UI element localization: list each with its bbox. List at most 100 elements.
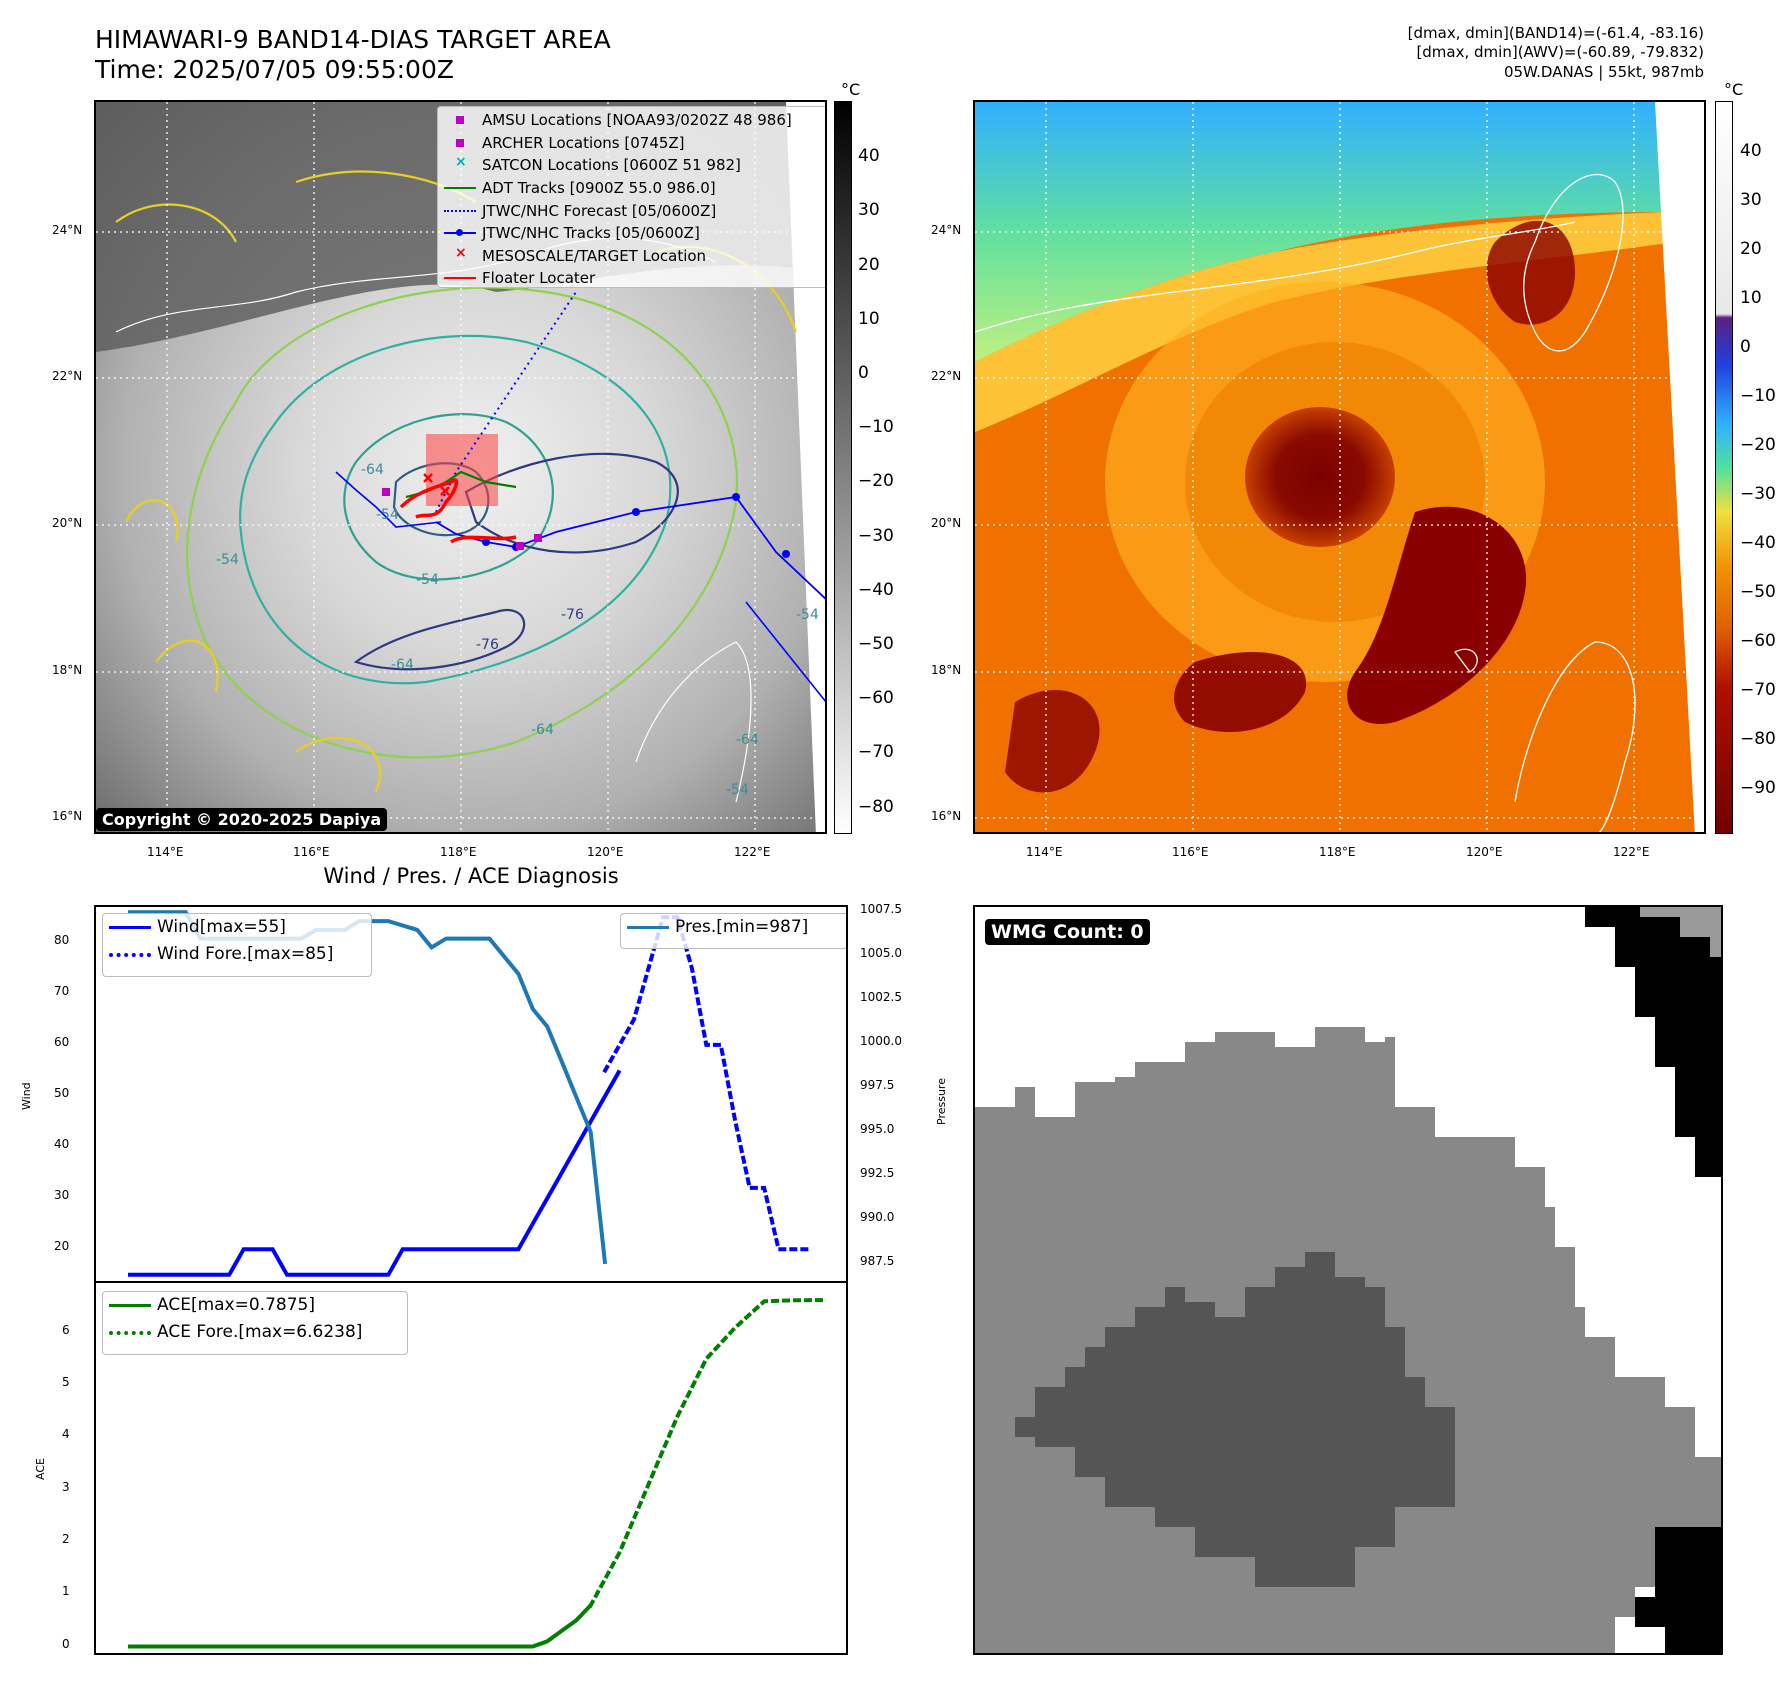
wind-pressure-chart: Wind[max=55] Wind Fore.[max=85] Pres.[mi… xyxy=(94,905,848,1283)
map-legend-item: × MESOSCALE/TARGET Location xyxy=(455,244,707,265)
copyright-badge: Copyright © 2020-2025 Dapiya xyxy=(96,808,388,831)
colorbar-tick: 40 xyxy=(858,146,880,166)
map-legend-item: AMSU Locations [NOAA93/0202Z 48 986] xyxy=(442,109,825,132)
colorbar-tick: −40 xyxy=(858,580,894,600)
map-legend: AMSU Locations [NOAA93/0202Z 48 986] ARC… xyxy=(437,106,825,290)
colorbar-tick: 10 xyxy=(1740,288,1762,308)
ace-legend: ACE[max=0.7875] ACE Fore.[max=6.6238] xyxy=(102,1291,408,1355)
contour-label: -54 xyxy=(796,607,819,623)
wmg-count-badge: WMG Count: 0 xyxy=(985,919,1150,945)
lon-tick: 118°E xyxy=(440,845,477,859)
lat-tick: 22°N xyxy=(931,369,962,383)
diagnosis-title: Wind / Pres. / ACE Diagnosis xyxy=(323,864,619,888)
contour-label: -64 xyxy=(361,462,384,478)
colorbar-tick: −50 xyxy=(1740,582,1776,602)
map-legend-item: ADT Tracks [0900Z 55.0 986.0] xyxy=(442,177,825,200)
wmg-panel: WMG Count: 0 xyxy=(973,905,1723,1655)
pressure-tick: 1000.0 xyxy=(860,1034,902,1049)
colorbar-tick: 20 xyxy=(1740,239,1762,259)
ace-legend-item: ACE[max=0.7875] xyxy=(109,1294,407,1317)
map-legend-item: JTWC/NHC Forecast [05/0600Z] xyxy=(442,199,825,222)
ir-map-panel: AMSU Locations [NOAA93/0202Z 48 986] ARC… xyxy=(94,100,827,834)
lon-tick: 116°E xyxy=(1172,845,1209,859)
lon-tick: 122°E xyxy=(1613,845,1650,859)
colorbar-tick: −30 xyxy=(858,526,894,546)
ace-tick: 4 xyxy=(62,1427,70,1442)
colorbar-tick: 10 xyxy=(858,309,880,329)
wind-tick: 30 xyxy=(54,1188,70,1203)
colorbar-tick: −60 xyxy=(858,688,894,708)
contour-label: -64 xyxy=(736,732,759,748)
colorbar-tick: −90 xyxy=(1740,778,1776,798)
right-colorbar xyxy=(1715,101,1733,834)
pressure-legend: Pres.[min=987] xyxy=(620,913,846,949)
colorbar-tick: 20 xyxy=(858,255,880,275)
ace-tick: 0 xyxy=(62,1636,70,1651)
info-storm: 05W.DANAS | 55kt, 987mb xyxy=(1503,63,1704,81)
pressure-tick: 987.5 xyxy=(860,1253,895,1268)
left-colorbar-unit: °C xyxy=(841,80,861,99)
colorbar-tick: 0 xyxy=(858,363,869,383)
ace-legend-item: ACE Fore.[max=6.6238] xyxy=(109,1321,407,1344)
colorbar-tick: 40 xyxy=(1740,141,1762,161)
contour-label: -54 xyxy=(726,782,749,798)
colorbar-tick: −50 xyxy=(858,634,894,654)
chart-timestamp: Time: 2025/07/05 09:55:00Z xyxy=(95,55,454,84)
colorbar-tick: −30 xyxy=(1740,484,1776,504)
contour-label: -54 xyxy=(416,572,439,588)
wind-tick: 20 xyxy=(54,1239,70,1254)
enhanced-ir-map-panel xyxy=(973,100,1706,834)
lat-tick: 16°N xyxy=(931,809,962,823)
lon-tick: 120°E xyxy=(1466,845,1503,859)
lat-tick: 18°N xyxy=(52,663,83,677)
series-line-ace xyxy=(128,1603,593,1649)
wind-legend-item: Wind Fore.[max=85] xyxy=(109,943,371,966)
contour-label: -54 xyxy=(376,507,399,523)
map-legend-item: JTWC/NHC Tracks [05/0600Z] xyxy=(442,222,825,245)
pressure-axis-label: Pressure xyxy=(935,1078,948,1125)
colorbar-tick: −60 xyxy=(1740,631,1776,651)
ace-chart: ACE[max=0.7875] ACE Fore.[max=6.6238] xyxy=(94,1281,848,1655)
pressure-tick: 992.5 xyxy=(860,1165,895,1180)
ace-axis-label: ACE xyxy=(34,1458,47,1480)
colorbar-tick: −20 xyxy=(858,471,894,491)
ace-tick: 6 xyxy=(62,1322,70,1337)
info-band14: [dmax, dmin](BAND14)=(-61.4, -83.16) xyxy=(1407,24,1704,42)
chart-title: HIMAWARI-9 BAND14-DIAS TARGET AREA xyxy=(95,25,611,54)
lon-tick: 114°E xyxy=(1026,845,1063,859)
contour-label: -64 xyxy=(391,657,414,673)
wind-axis-label: Wind xyxy=(20,1082,33,1110)
wind-legend-item: Wind[max=55] xyxy=(109,916,371,939)
lat-tick: 16°N xyxy=(52,809,83,823)
colorbar-tick: −10 xyxy=(1740,386,1776,406)
lat-tick: 24°N xyxy=(931,223,962,237)
colorbar-tick: 0 xyxy=(1740,337,1751,357)
lat-tick: 18°N xyxy=(931,663,962,677)
lon-tick: 122°E xyxy=(734,845,771,859)
map-legend-item: Floater Locater xyxy=(442,267,825,290)
contour-label: -54 xyxy=(216,552,239,568)
wind-tick: 70 xyxy=(54,983,70,998)
pressure-tick: 1005.0 xyxy=(860,946,902,961)
pressure-tick: 1002.5 xyxy=(860,990,902,1005)
pressure-tick: 1007.5 xyxy=(860,902,902,917)
left-colorbar xyxy=(834,101,852,834)
colorbar-tick: −80 xyxy=(858,797,894,817)
contour-label: -76 xyxy=(476,637,499,653)
wind-tick: 60 xyxy=(54,1034,70,1049)
colorbar-tick: −70 xyxy=(858,742,894,762)
lon-tick: 118°E xyxy=(1319,845,1356,859)
enhanced-ir-map-image xyxy=(975,102,1704,832)
wmg-image xyxy=(975,907,1721,1653)
info-awv: [dmax, dmin](AWV)=(-60.89, -79.832) xyxy=(1416,43,1704,61)
ace-plot xyxy=(128,1298,825,1649)
right-colorbar-unit: °C xyxy=(1724,80,1744,99)
ace-tick: 5 xyxy=(62,1375,70,1389)
contour-label: -76 xyxy=(561,607,584,623)
wind-tick: 40 xyxy=(54,1137,70,1152)
series-line-wind xyxy=(128,1069,622,1277)
lon-tick: 116°E xyxy=(293,845,330,859)
wind-legend: Wind[max=55] Wind Fore.[max=85] xyxy=(102,913,372,977)
series-line-ace-fore- xyxy=(587,1298,825,1609)
map-legend-item: ARCHER Locations [0745Z] xyxy=(442,132,825,155)
